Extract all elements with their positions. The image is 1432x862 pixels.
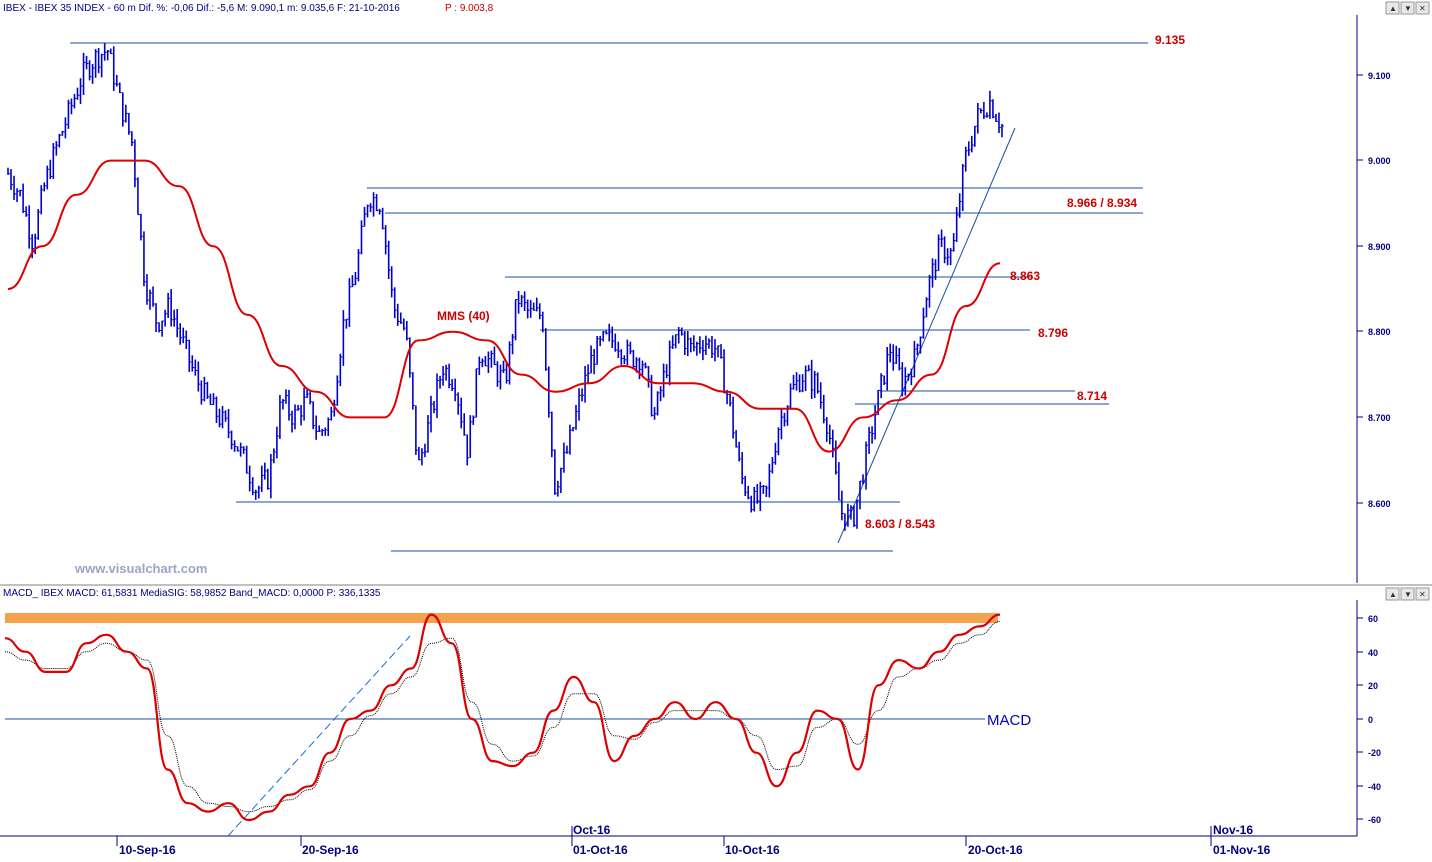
xtick-label: 10-Oct-16: [725, 843, 780, 857]
panel2-close-button[interactable]: [1415, 587, 1430, 601]
price-ytick: 9.000: [1368, 156, 1391, 166]
level-label-8714: 8.714: [1077, 389, 1107, 403]
macd-trend-line: [227, 635, 411, 837]
macd-ytick: 20: [1368, 681, 1378, 691]
macd-label: MACD: [987, 712, 1031, 729]
xtick-label: 20-Oct-16: [968, 843, 1023, 857]
level-label-9135: 9.135: [1155, 33, 1185, 47]
price-last: P : 9.003,8: [445, 3, 494, 14]
macd-line: [4, 613, 1001, 822]
level-label-8863: 8.863: [1010, 269, 1040, 283]
price-ytick: 8.700: [1368, 413, 1391, 423]
xtick-label: 01-Oct-16: [573, 843, 628, 857]
macd-ytick: -60: [1368, 815, 1381, 825]
level-lines: [70, 42, 1148, 552]
level-label-8966: 8.966 / 8.934: [1067, 196, 1137, 210]
price-ytick: 8.600: [1368, 499, 1391, 509]
panel2-up-button[interactable]: [1385, 587, 1400, 601]
level-label-8603: 8.603 / 8.543: [865, 517, 935, 531]
ma-line: [7, 159, 1001, 453]
x-ticks: 10-Sep-16 20-Sep-16 Oct-16 01-Oct-16 10-…: [116, 823, 1271, 857]
panel1-up-button[interactable]: [1385, 1, 1400, 15]
macd-ytick: 40: [1368, 648, 1378, 658]
macd-ytick: -20: [1368, 748, 1381, 758]
uptrend-line: [837, 127, 1016, 544]
macd-highlight-band: [5, 613, 998, 623]
macd-ytick: 0: [1368, 715, 1373, 725]
panel2-down-icon: ▼: [1404, 590, 1412, 599]
price-header: IBEX - IBEX 35 INDEX - 60 m Dif. %: -0,0…: [3, 3, 400, 14]
panel1-close-icon: ✕: [1419, 4, 1426, 13]
macd-ytick: -40: [1368, 782, 1381, 792]
xtick-label: 20-Sep-16: [302, 843, 359, 857]
panel1-up-icon: ▲: [1389, 4, 1397, 13]
price-ytick: 8.900: [1368, 242, 1391, 252]
xtick-label: 10-Sep-16: [119, 843, 176, 857]
panel2-up-icon: ▲: [1389, 590, 1397, 599]
macd-header: MACD_ IBEX MACD: 61,5831 MediaSIG: 58,98…: [3, 588, 381, 599]
panel2-buttons: ▲ ▼ ✕: [1385, 587, 1430, 601]
macd-y-ticks: 60 40 20 0 -20 -40 -60: [1357, 614, 1381, 825]
xtick-label: 01-Nov-16: [1213, 843, 1271, 857]
ma-label: MMS (40): [437, 309, 490, 323]
panel1-buttons: ▲ ▼ ✕: [1385, 1, 1430, 15]
macd-ytick: 60: [1368, 614, 1378, 624]
panel1-close-button[interactable]: [1415, 1, 1430, 15]
month-label: Oct-16: [573, 823, 611, 837]
price-ytick: 8.800: [1368, 327, 1391, 337]
watermark: www.visualchart.com: [74, 561, 207, 576]
price-bars: [7, 43, 1004, 531]
price-ytick: 9.100: [1368, 71, 1391, 81]
panel1-down-button[interactable]: [1400, 1, 1415, 15]
panel2-down-button[interactable]: [1400, 587, 1415, 601]
panel1-down-icon: ▼: [1404, 4, 1412, 13]
level-label-8796: 8.796: [1038, 326, 1068, 340]
month-label: Nov-16: [1213, 823, 1253, 837]
panel2-close-icon: ✕: [1419, 590, 1426, 599]
macd-signal-line: [4, 620, 1001, 813]
price-y-ticks: 9.100 9.000 8.900 8.800 8.700 8.600: [1357, 71, 1391, 509]
